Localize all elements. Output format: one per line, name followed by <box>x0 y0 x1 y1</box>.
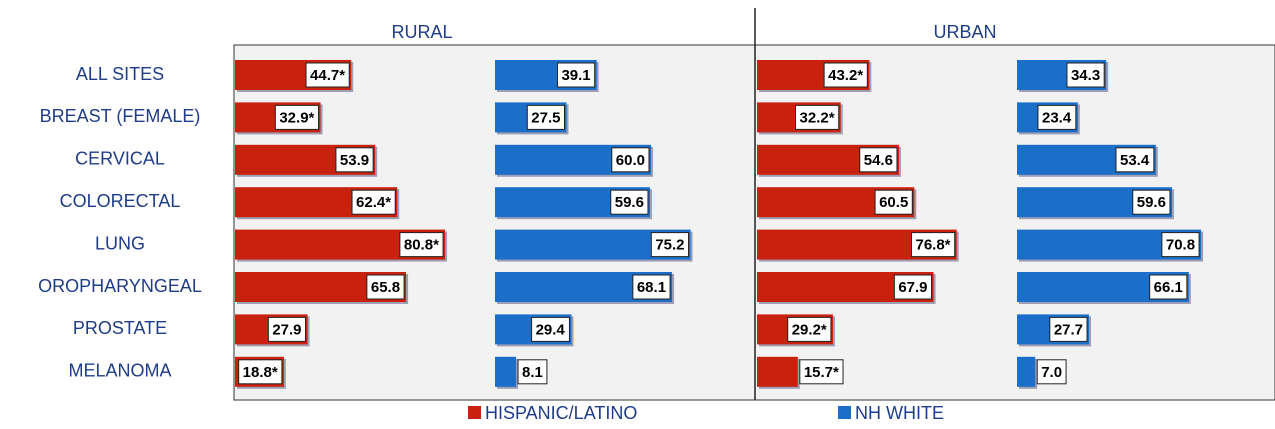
category-label: OROPHARYNGEAL <box>38 276 202 296</box>
value-label: 32.2* <box>800 109 835 126</box>
legend-swatch <box>838 406 851 419</box>
value-label: 59.6 <box>1137 194 1166 211</box>
value-label-box <box>531 316 570 342</box>
value-label-box <box>874 189 913 215</box>
value-label-box <box>238 359 283 385</box>
value-label: 8.1 <box>522 364 543 381</box>
value-label: 53.4 <box>1120 152 1150 169</box>
value-label: 43.2* <box>828 67 863 84</box>
value-label-box <box>1115 147 1155 173</box>
category-label: COLORECTAL <box>60 191 181 211</box>
value-label: 27.7 <box>1054 321 1083 338</box>
value-label: 60.5 <box>879 194 908 211</box>
value-label-box <box>859 147 898 173</box>
value-label-box <box>787 316 832 342</box>
bar <box>757 356 798 387</box>
value-label: 60.0 <box>616 152 645 169</box>
value-label-box <box>1132 189 1171 215</box>
value-label: 62.4* <box>356 194 391 211</box>
value-label: 67.9 <box>898 279 927 296</box>
value-label: 27.5 <box>531 109 560 126</box>
value-label: 29.2* <box>792 321 827 338</box>
category-label: PROSTATE <box>73 318 167 338</box>
bar <box>1017 356 1036 387</box>
value-label-box <box>632 274 671 300</box>
value-label: 34.3 <box>1071 67 1100 84</box>
value-label: 29.4 <box>536 321 566 338</box>
value-label-box <box>823 62 868 88</box>
category-label: CERVICAL <box>75 149 165 169</box>
value-label-box <box>351 189 396 215</box>
value-label: 39.1 <box>561 67 590 84</box>
value-label: 32.9* <box>279 109 314 126</box>
value-label-box <box>267 316 307 342</box>
panel-title: RURAL <box>391 22 452 42</box>
value-label-box <box>610 189 649 215</box>
value-label: 59.6 <box>615 194 644 211</box>
category-label: LUNG <box>95 233 145 253</box>
value-label-box <box>305 62 350 88</box>
value-label-box <box>1149 274 1188 300</box>
value-label-box <box>335 147 374 173</box>
value-label-box <box>795 104 840 130</box>
value-label: 68.1 <box>637 279 666 296</box>
value-label: 18.8* <box>243 364 278 381</box>
value-label: 23.4 <box>1042 109 1072 126</box>
value-label-box <box>1161 232 1200 258</box>
value-label-box <box>799 359 844 385</box>
category-label: BREAST (FEMALE) <box>40 106 201 126</box>
value-label-box <box>910 232 956 258</box>
value-label: 66.1 <box>1154 279 1183 296</box>
value-label-box <box>611 147 650 173</box>
value-label: 53.9 <box>340 152 369 169</box>
value-label: 15.7* <box>804 364 839 381</box>
value-label-box <box>556 62 596 88</box>
value-label: 27.9 <box>272 321 301 338</box>
value-label-box <box>1066 62 1105 88</box>
value-label: 70.8 <box>1166 237 1195 254</box>
value-label-box <box>399 232 444 258</box>
value-label: 75.2 <box>655 237 684 254</box>
category-label: ALL SITES <box>76 64 164 84</box>
value-label: 54.6 <box>864 152 893 169</box>
bar <box>495 356 517 387</box>
value-label-box <box>650 232 690 258</box>
legend-label: HISPANIC/LATINO <box>485 403 637 423</box>
panel-title: URBAN <box>933 22 996 42</box>
value-label-box <box>893 274 933 300</box>
value-label-box <box>1037 104 1077 130</box>
value-label-box <box>526 104 565 130</box>
category-label: MELANOMA <box>68 361 171 381</box>
value-label-box <box>274 104 320 130</box>
value-label-box <box>517 359 548 385</box>
value-label-box <box>1036 359 1067 385</box>
value-label: 65.8 <box>371 279 400 296</box>
value-label: 44.7* <box>310 67 345 84</box>
value-label: 7.0 <box>1041 364 1062 381</box>
value-label-box <box>366 274 405 300</box>
legend-label: NH WHITE <box>855 403 944 423</box>
value-label-box <box>1049 316 1088 342</box>
value-label: 80.8* <box>404 237 439 254</box>
legend-swatch <box>468 406 481 419</box>
value-label: 76.8* <box>915 237 950 254</box>
